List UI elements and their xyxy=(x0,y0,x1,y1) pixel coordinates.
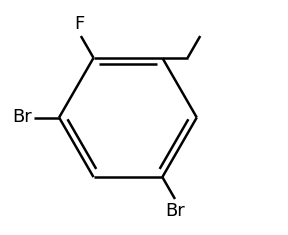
Text: Br: Br xyxy=(12,109,32,126)
Text: F: F xyxy=(75,15,85,33)
Text: Br: Br xyxy=(165,202,185,220)
